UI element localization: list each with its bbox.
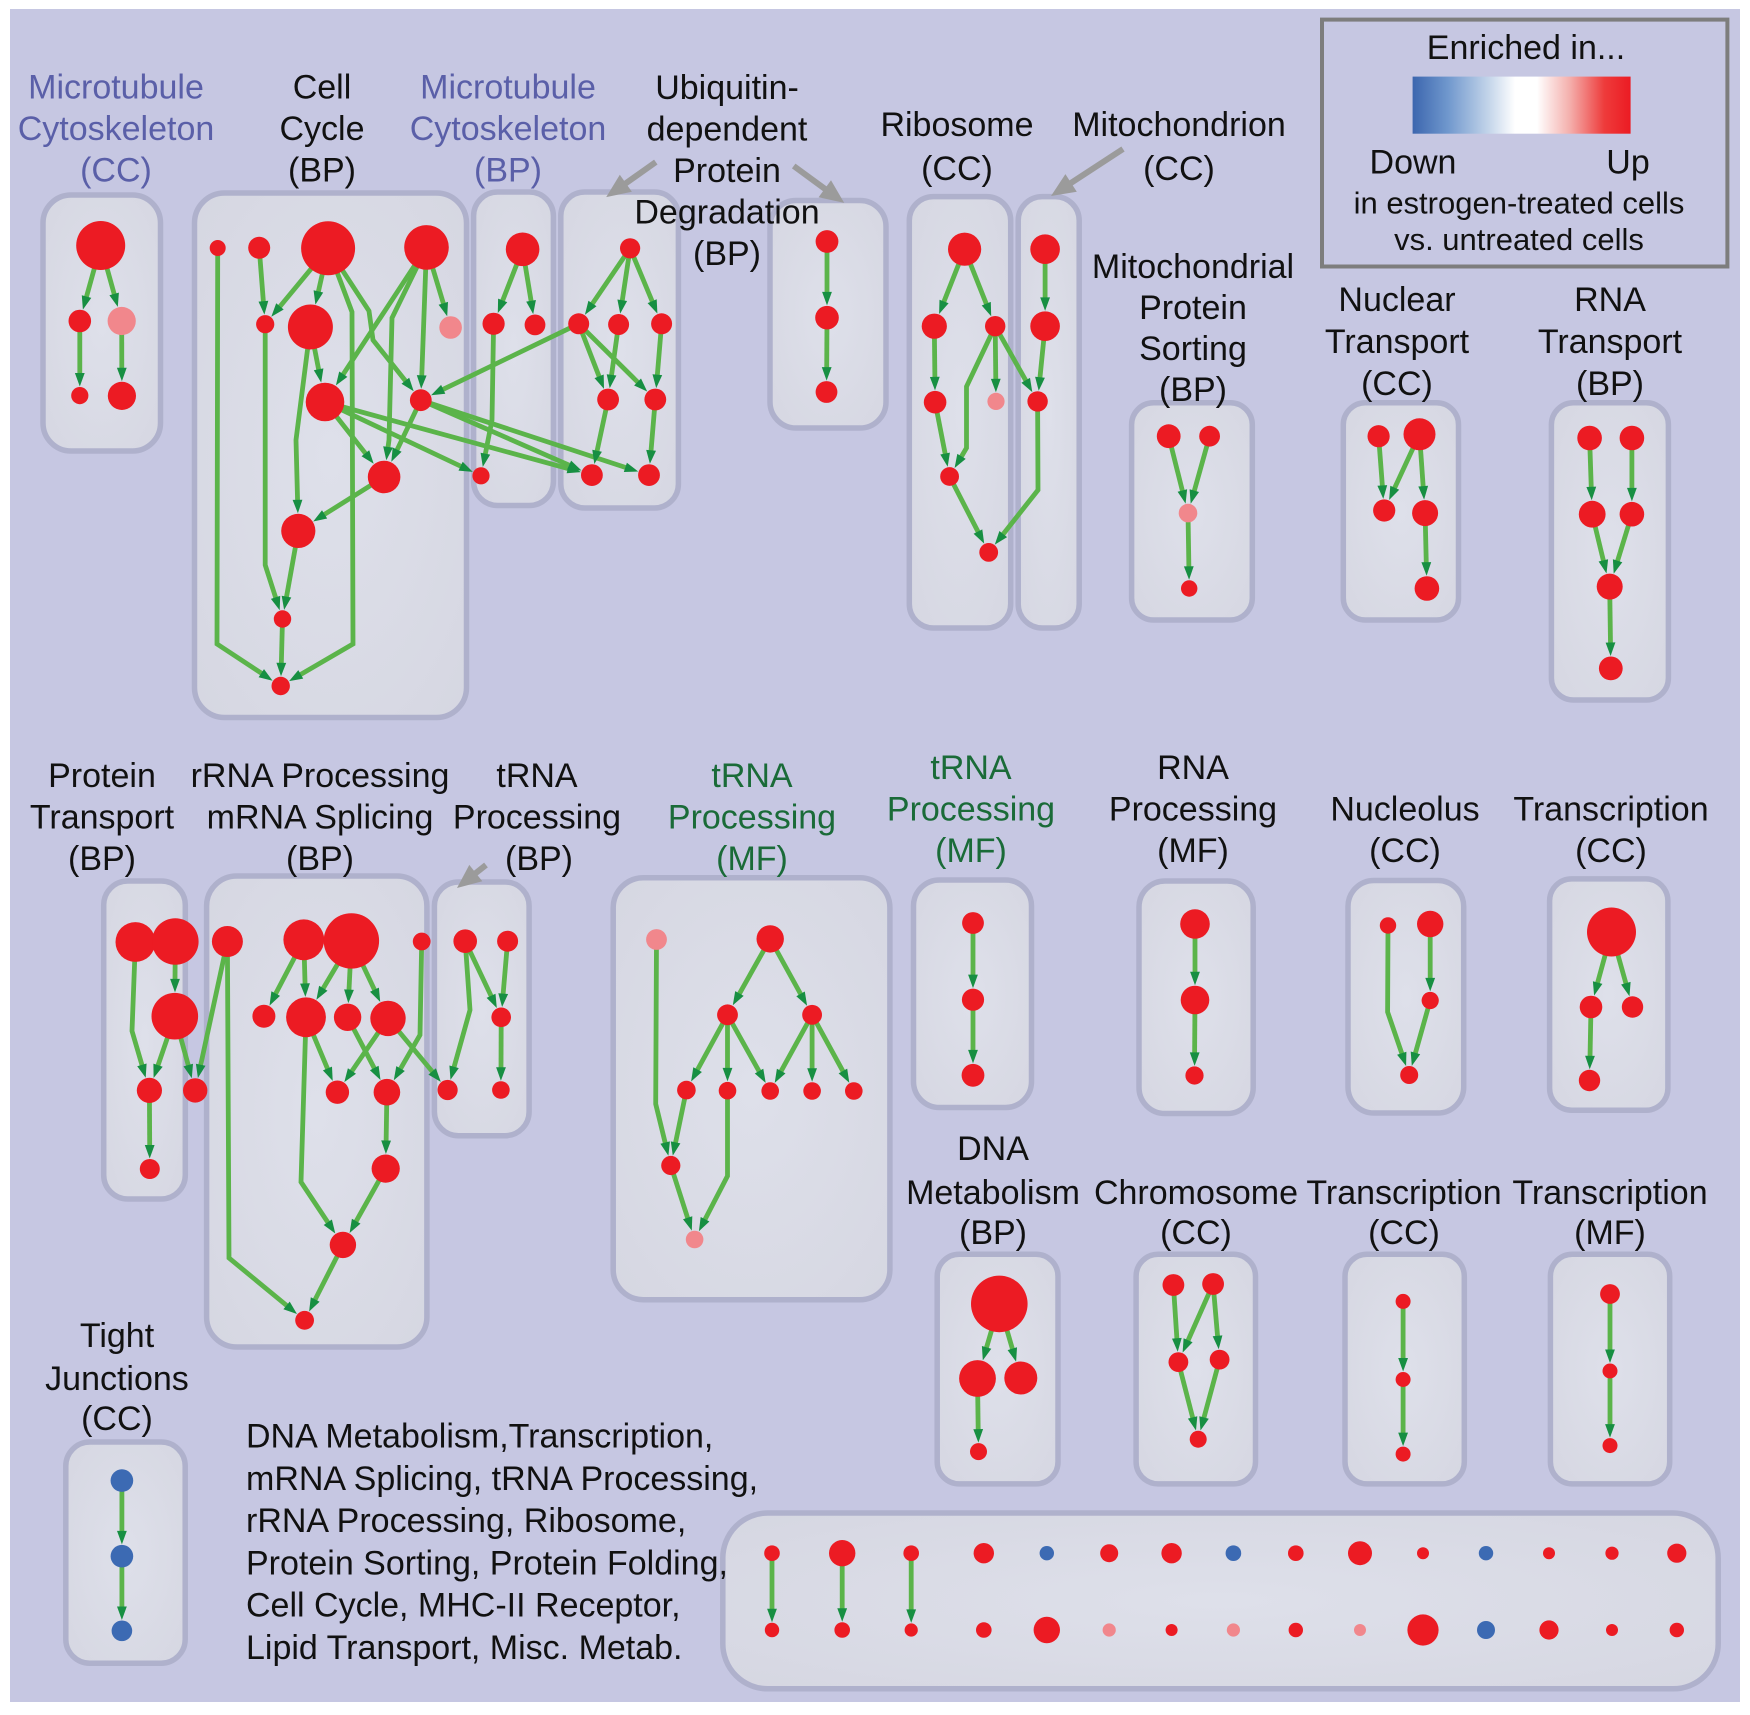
svg-text:Up: Up bbox=[1606, 143, 1649, 181]
svg-text:RNA: RNA bbox=[1157, 749, 1229, 787]
svg-text:Cytoskeleton: Cytoskeleton bbox=[18, 110, 215, 148]
svg-text:(MF): (MF) bbox=[1157, 832, 1229, 870]
svg-text:Microtubule: Microtubule bbox=[28, 69, 204, 107]
svg-text:Microtubule: Microtubule bbox=[420, 69, 596, 107]
svg-text:(CC): (CC) bbox=[1160, 1214, 1232, 1252]
svg-text:Metabolism: Metabolism bbox=[906, 1174, 1080, 1212]
svg-text:(CC): (CC) bbox=[921, 150, 993, 188]
svg-text:Processing: Processing bbox=[1109, 791, 1277, 829]
svg-text:Chromosome: Chromosome bbox=[1094, 1174, 1298, 1212]
svg-text:Mitochondrion: Mitochondrion bbox=[1072, 106, 1286, 144]
svg-text:rRNA Processing, Ribosome,: rRNA Processing, Ribosome, bbox=[246, 1502, 686, 1540]
svg-text:Tight: Tight bbox=[80, 1317, 155, 1355]
svg-text:Protein: Protein bbox=[673, 152, 781, 190]
svg-text:RNA: RNA bbox=[1574, 281, 1646, 319]
svg-text:(BP): (BP) bbox=[68, 840, 136, 878]
svg-text:Transcription: Transcription bbox=[1513, 791, 1708, 829]
svg-text:rRNA Processing: rRNA Processing bbox=[191, 757, 450, 795]
svg-text:Cell Cycle, MHC-II Receptor,: Cell Cycle, MHC-II Receptor, bbox=[246, 1587, 681, 1625]
svg-text:(CC): (CC) bbox=[1575, 832, 1647, 870]
svg-text:Down: Down bbox=[1370, 143, 1457, 181]
svg-text:tRNA: tRNA bbox=[930, 749, 1012, 787]
svg-text:dependent: dependent bbox=[647, 111, 808, 149]
svg-text:Sorting: Sorting bbox=[1139, 330, 1247, 368]
svg-text:tRNA: tRNA bbox=[496, 757, 578, 795]
svg-text:Ubiquitin-: Ubiquitin- bbox=[655, 69, 799, 107]
svg-text:(BP): (BP) bbox=[1576, 365, 1644, 403]
svg-text:Transport: Transport bbox=[30, 799, 175, 837]
svg-text:DNA: DNA bbox=[957, 1130, 1029, 1168]
svg-text:Transcription: Transcription bbox=[1306, 1174, 1501, 1212]
svg-text:in estrogen-treated cells: in estrogen-treated cells bbox=[1354, 186, 1685, 221]
svg-text:Junctions: Junctions bbox=[45, 1360, 189, 1398]
svg-text:(BP): (BP) bbox=[474, 152, 542, 190]
svg-text:Protein: Protein bbox=[48, 757, 156, 795]
svg-text:vs. untreated cells: vs. untreated cells bbox=[1394, 222, 1644, 257]
svg-text:Protein Sorting, Protein Foldi: Protein Sorting, Protein Folding, bbox=[246, 1544, 728, 1582]
svg-text:Nucleolus: Nucleolus bbox=[1330, 791, 1479, 829]
svg-text:(BP): (BP) bbox=[1159, 371, 1227, 409]
svg-text:(CC): (CC) bbox=[1369, 832, 1441, 870]
svg-text:Processing: Processing bbox=[668, 799, 836, 837]
svg-text:Cycle: Cycle bbox=[279, 110, 364, 148]
svg-text:Lipid Transport, Misc. Metab.: Lipid Transport, Misc. Metab. bbox=[246, 1629, 683, 1667]
svg-text:DNA Metabolism,Transcription,: DNA Metabolism,Transcription, bbox=[246, 1418, 713, 1456]
svg-text:Cell: Cell bbox=[293, 69, 352, 107]
svg-text:(BP): (BP) bbox=[505, 840, 573, 878]
svg-text:(CC): (CC) bbox=[1143, 150, 1215, 188]
svg-text:Enriched in...: Enriched in... bbox=[1427, 29, 1625, 67]
svg-text:(BP): (BP) bbox=[959, 1214, 1027, 1252]
svg-text:Transport: Transport bbox=[1538, 323, 1683, 361]
svg-text:mRNA Splicing: mRNA Splicing bbox=[207, 799, 434, 837]
svg-text:Mitochondrial: Mitochondrial bbox=[1092, 248, 1294, 286]
svg-text:mRNA Splicing, tRNA Processing: mRNA Splicing, tRNA Processing, bbox=[246, 1460, 758, 1498]
svg-text:(CC): (CC) bbox=[1368, 1214, 1440, 1252]
svg-text:Degradation: Degradation bbox=[634, 194, 819, 232]
svg-text:(BP): (BP) bbox=[286, 840, 354, 878]
svg-text:(BP): (BP) bbox=[288, 152, 356, 190]
svg-text:Processing: Processing bbox=[453, 799, 621, 837]
svg-text:Ribosome: Ribosome bbox=[880, 106, 1033, 144]
svg-text:(MF): (MF) bbox=[716, 840, 788, 878]
svg-text:Cytoskeleton: Cytoskeleton bbox=[410, 110, 607, 148]
svg-text:(MF): (MF) bbox=[1574, 1214, 1646, 1252]
svg-text:(MF): (MF) bbox=[935, 832, 1007, 870]
svg-text:(BP): (BP) bbox=[693, 235, 761, 273]
svg-text:Processing: Processing bbox=[887, 791, 1055, 829]
svg-text:(CC): (CC) bbox=[80, 152, 152, 190]
svg-text:Nuclear: Nuclear bbox=[1338, 281, 1455, 319]
svg-text:(CC): (CC) bbox=[81, 1400, 153, 1438]
svg-text:Transport: Transport bbox=[1325, 323, 1470, 361]
svg-text:Protein: Protein bbox=[1139, 289, 1247, 327]
svg-text:(CC): (CC) bbox=[1361, 365, 1433, 403]
svg-text:Transcription: Transcription bbox=[1512, 1174, 1707, 1212]
svg-text:tRNA: tRNA bbox=[711, 757, 793, 795]
